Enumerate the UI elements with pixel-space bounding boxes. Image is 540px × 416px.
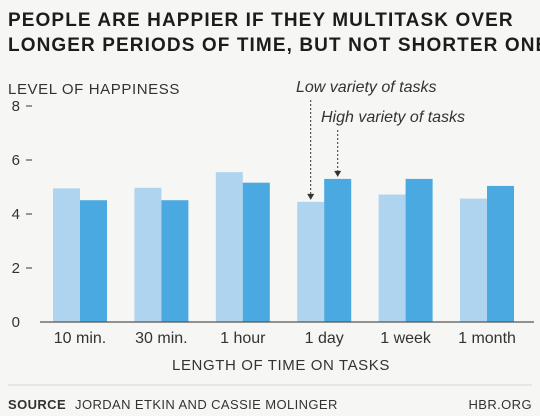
y-tick-label: 6 [12, 152, 20, 169]
brand-label: HBR.ORG [469, 397, 532, 412]
y-axis-label: LEVEL OF HAPPINESS [8, 81, 180, 98]
x-category-label: 1 hour [220, 330, 266, 347]
source-text: JORDAN ETKIN AND CASSIE MOLINGER [75, 397, 338, 412]
bar-high-variety [405, 178, 433, 322]
annotation-high-variety: High variety of tasks [321, 109, 465, 126]
source-label: SOURCE [8, 397, 66, 412]
x-category-label: 10 min. [54, 330, 106, 347]
source-note: SOURCE JORDAN ETKIN AND CASSIE MOLINGER [8, 397, 338, 412]
bar-high-variety [487, 185, 514, 322]
x-category-label: 1 day [305, 330, 344, 347]
series-annotations: Low variety of tasks High variety of task… [296, 79, 465, 200]
bars [53, 172, 514, 322]
bar-high-variety [80, 200, 107, 322]
x-axis-categories: 10 min. 30 min. 1 hour 1 day 1 week 1 month [54, 330, 516, 347]
high-variety-arrowhead [334, 170, 342, 177]
y-tick-label: 2 [12, 260, 20, 277]
low-variety-arrowhead [307, 193, 315, 200]
x-category-label: 1 week [380, 330, 432, 347]
chart-title-line-1: PEOPLE ARE HAPPIER IF THEY MULTITASK OVE… [8, 10, 514, 31]
bar-low-variety [53, 188, 80, 322]
bar-high-variety [161, 200, 189, 322]
bar-low-variety [297, 201, 325, 322]
y-tick-label: 8 [12, 98, 20, 115]
bar-low-variety [460, 198, 487, 322]
annotation-low-variety: Low variety of tasks [296, 79, 437, 96]
y-axis-ticks: 0 2 4 6 8 [12, 98, 32, 331]
chart-title-line-2: LONGER PERIODS OF TIME, BUT NOT SHORTER … [8, 35, 540, 56]
x-category-label: 30 min. [135, 330, 187, 347]
bar-high-variety [242, 182, 270, 322]
bar-low-variety [215, 172, 243, 322]
bar-high-variety [324, 178, 352, 322]
x-axis-label: LENGTH OF TIME ON TASKS [172, 357, 390, 374]
y-tick-label: 4 [12, 206, 20, 223]
x-category-label: 1 month [458, 330, 516, 347]
y-tick-label: 0 [12, 314, 20, 331]
bar-low-variety [134, 187, 162, 322]
bar-low-variety [378, 194, 406, 322]
